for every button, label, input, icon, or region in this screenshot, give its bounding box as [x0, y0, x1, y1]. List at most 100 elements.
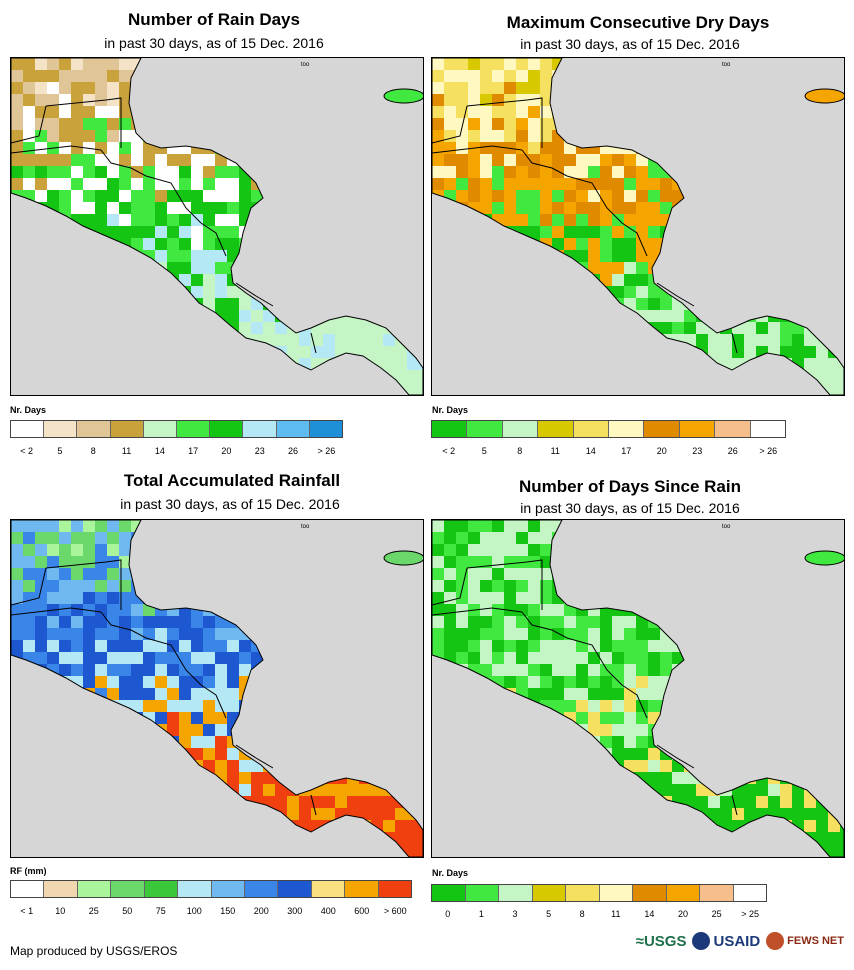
legend-swatch — [666, 885, 700, 901]
legend-label: 8 — [517, 446, 523, 456]
legend-label: 14 — [644, 909, 655, 919]
legend-swatch — [44, 421, 78, 437]
legend-label: 25 — [88, 906, 99, 916]
panel-title: Number of Days Since Rain — [518, 477, 741, 496]
legend-swatch — [143, 421, 178, 437]
panel-title: Number of Rain Days — [128, 10, 300, 29]
data-grid — [432, 520, 844, 857]
island-jamaica — [383, 88, 423, 104]
map-small-label: too — [722, 524, 731, 530]
legend-swatch — [573, 421, 610, 437]
legend-label: < 2 — [20, 446, 34, 456]
legend-swatch — [11, 421, 45, 437]
legend-label: 600 — [354, 906, 370, 916]
usaid-logo: USAID — [692, 932, 760, 950]
map-small-label: too — [301, 62, 310, 68]
legend-swatch — [276, 421, 310, 437]
legend-label: 8 — [90, 446, 96, 456]
legend-swatch — [309, 421, 343, 437]
legend-label: 11 — [611, 909, 621, 919]
legend-labels: < 1 10 25 50 75 100 150 200 300 400 600 > 600 — [10, 906, 412, 918]
legend-swatch — [599, 885, 633, 901]
data-grid — [11, 58, 423, 395]
legend-label: 26 — [288, 446, 299, 456]
legend-title: RF (mm) — [10, 866, 47, 876]
legend-labels: 0 1 3 5 8 11 14 20 25 > 25 — [431, 909, 767, 921]
country-borders — [432, 520, 844, 857]
legend-swatch — [432, 885, 466, 901]
legend-label: 23 — [692, 446, 703, 456]
panel-title: Maximum Consecutive Dry Days — [506, 13, 770, 32]
legend-label: 11 — [550, 446, 560, 456]
legend-label: > 26 — [317, 446, 336, 456]
legend-swatch — [644, 421, 680, 437]
legend-swatch — [110, 421, 144, 437]
legend-swatch — [499, 885, 533, 901]
panel-subtitle: in past 30 days, as of 15 Dec. 2016 — [104, 35, 324, 51]
logo-strip: ≈USGS USAID FEWS NET — [636, 932, 844, 950]
map-frame: too — [10, 57, 424, 396]
legend-label: > 26 — [759, 446, 778, 456]
usaid-seal-icon — [692, 932, 711, 950]
legend-swatch — [502, 421, 539, 437]
legend-label: 26 — [727, 446, 738, 456]
legend-label: 20 — [656, 446, 667, 456]
legend-label: 3 — [512, 909, 518, 919]
legend-title: Nr. Days — [432, 868, 469, 878]
legend-swatch — [700, 885, 734, 901]
legend-label: 10 — [55, 906, 66, 916]
legend-label: 400 — [320, 906, 336, 916]
legend-label: 23 — [254, 446, 265, 456]
legend-label: 5 — [57, 446, 63, 456]
legend-label: > 600 — [383, 906, 407, 916]
legend-label: 75 — [155, 906, 166, 916]
legend-label: 17 — [188, 446, 199, 456]
country-borders — [11, 520, 423, 857]
panel-subtitle: in past 30 days, as of 15 Dec. 2016 — [520, 36, 740, 52]
credit-text: Map produced by USGS/EROS — [10, 944, 178, 958]
legend-label: 0 — [445, 909, 451, 919]
legend-swatch — [178, 881, 212, 897]
legend-label: < 2 — [442, 446, 456, 456]
data-grid — [11, 520, 423, 857]
island-jamaica — [804, 88, 844, 104]
legend-color-bar — [10, 420, 343, 438]
legend-swatch — [566, 885, 600, 901]
legend-label: 8 — [579, 909, 585, 919]
legend-label: 300 — [287, 906, 303, 916]
legend-label: 11 — [121, 446, 132, 456]
map-frame: too — [10, 519, 424, 858]
legend-label: 50 — [122, 906, 133, 916]
legend-swatch — [177, 421, 211, 437]
legend-title: Nr. Days — [10, 405, 47, 415]
legend-swatch — [278, 881, 312, 897]
legend-swatch — [243, 421, 277, 437]
legend-color-bar — [431, 884, 767, 902]
legend-label: 20 — [221, 446, 232, 456]
legend-swatch — [432, 421, 468, 437]
legend-swatch — [679, 421, 716, 437]
legend-swatch — [733, 885, 766, 901]
map-frame: too — [431, 57, 845, 396]
country-borders — [432, 58, 844, 395]
legend-label: 100 — [186, 906, 202, 916]
legend-label: 17 — [621, 446, 632, 456]
legend-label: 25 — [711, 909, 722, 919]
legend-labels: < 2 5 8 11 14 17 20 23 26 > 26 — [431, 446, 786, 458]
legend-swatch — [77, 421, 111, 437]
legend-color-bar — [431, 420, 786, 438]
usgs-logo: ≈USGS — [635, 932, 687, 950]
legend-label: < 1 — [20, 906, 34, 916]
legend-label: 5 — [481, 446, 487, 456]
island-jamaica — [383, 550, 423, 566]
legend-color-bar — [10, 880, 412, 898]
legend-swatch — [538, 421, 574, 437]
legend-swatch — [77, 881, 112, 897]
legend-label: 5 — [546, 909, 552, 919]
legend-swatch — [345, 881, 379, 897]
legend-swatch — [750, 421, 786, 437]
panel-title: Total Accumulated Rainfall — [123, 471, 341, 490]
legend-swatch — [210, 421, 244, 437]
legend-label: 14 — [585, 446, 596, 456]
fews-net-logo: FEWS NET — [766, 932, 844, 950]
